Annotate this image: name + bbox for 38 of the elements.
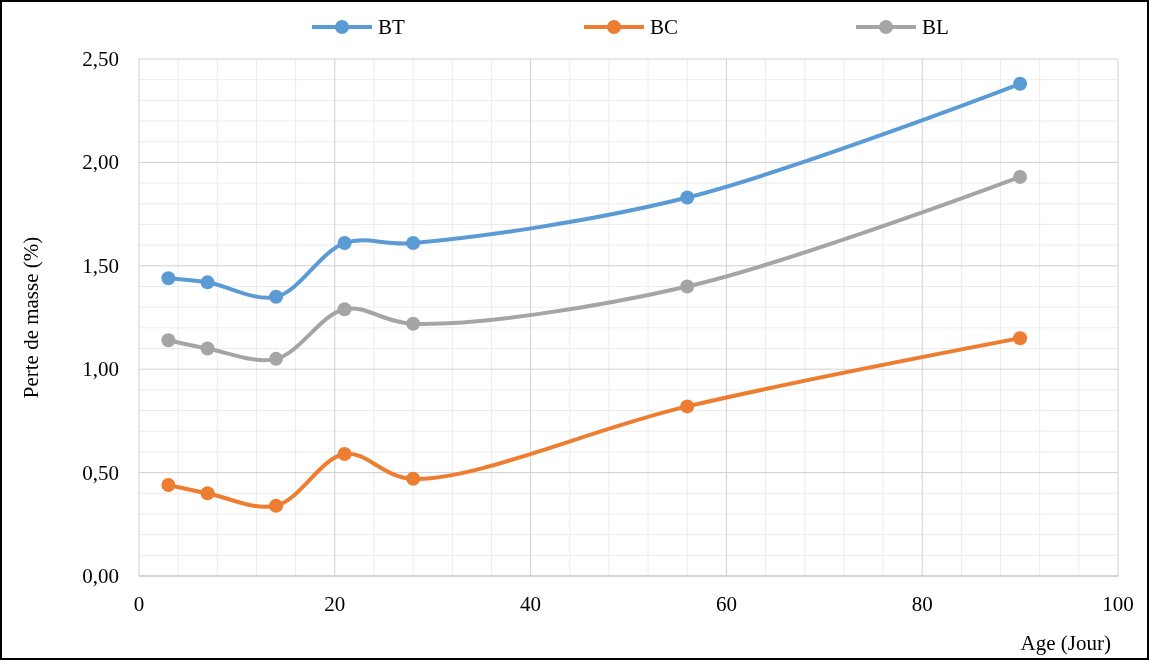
point (1013, 331, 1028, 346)
point (269, 289, 284, 304)
x-axis-title: Age (Jour) (1020, 631, 1111, 655)
y-axis-title: Perte de masse (%) (19, 236, 43, 399)
y-tick-label: 2,00 (82, 150, 119, 175)
point (1013, 169, 1028, 184)
point (200, 275, 215, 290)
point (200, 486, 215, 501)
point (406, 471, 421, 486)
point (406, 236, 421, 251)
x-tick-label: 100 (1102, 592, 1134, 616)
point (1013, 76, 1028, 91)
y-tick-label: 2,50 (82, 47, 119, 71)
point (680, 190, 695, 205)
y-tick-label: 0,50 (82, 460, 119, 485)
point (161, 333, 176, 348)
x-tick-label: 60 (715, 592, 737, 616)
x-tick-label: 40 (520, 592, 542, 616)
x-tick-label: 80 (911, 592, 933, 616)
point (161, 271, 176, 286)
point (337, 302, 352, 317)
point (269, 351, 284, 366)
point (200, 341, 215, 356)
point (680, 399, 695, 414)
x-tick-label: 20 (324, 592, 346, 616)
point (337, 236, 352, 251)
point (269, 498, 284, 513)
y-tick-label: 1,00 (82, 357, 119, 382)
y-tick-label: 1,50 (82, 253, 119, 278)
legend-label: BC (650, 15, 679, 39)
legend-label: BT (378, 15, 406, 39)
point (406, 316, 421, 331)
y-tick-label: 0,00 (82, 564, 119, 588)
legend-label: BL (922, 15, 949, 39)
x-tick-label: 0 (133, 592, 145, 616)
point (161, 478, 176, 493)
point (680, 279, 695, 294)
point (337, 446, 352, 461)
